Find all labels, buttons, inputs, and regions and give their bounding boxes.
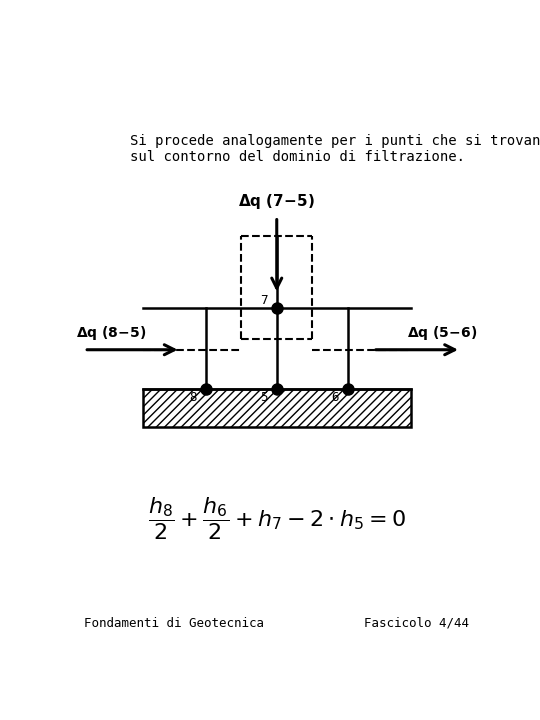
Text: $\bf{\Delta q}$ $\bf{(5\!-\!6)}$: $\bf{\Delta q}$ $\bf{(5\!-\!6)}$ (407, 324, 478, 342)
Text: Fondamenti di Geotecnica: Fondamenti di Geotecnica (84, 617, 264, 630)
Text: $\dfrac{h_8}{2} + \dfrac{h_6}{2} + h_7 - 2 \cdot h_5 = 0$: $\dfrac{h_8}{2} + \dfrac{h_6}{2} + h_7 -… (148, 495, 406, 542)
Text: Fascicolo 4/44: Fascicolo 4/44 (364, 617, 469, 630)
Bar (143, 389, 410, 428)
Text: 5: 5 (260, 391, 267, 405)
Text: $\bf{\Delta q}$ $\bf{(8\!-\!5)}$: $\bf{\Delta q}$ $\bf{(8\!-\!5)}$ (76, 324, 146, 342)
Text: 8: 8 (189, 391, 197, 405)
Text: 7: 7 (260, 294, 267, 307)
Text: Si procede analogamente per i punti che si trovano
sul contorno del dominio di f: Si procede analogamente per i punti che … (130, 133, 540, 163)
Text: 6: 6 (331, 391, 339, 405)
Text: $\bf{\Delta q}$ $\bf{(7\!-\!5)}$: $\bf{\Delta q}$ $\bf{(7\!-\!5)}$ (238, 192, 315, 211)
